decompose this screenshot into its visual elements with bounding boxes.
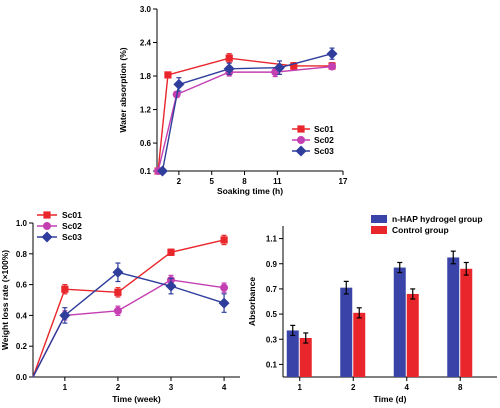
x-tick-label: 4 [405,383,410,392]
x-tick-label: 3 [169,383,174,392]
y-tick-label: 0.0 [16,373,28,382]
legend-label: n-HAP hydrogel group [392,214,483,224]
y-tick-label: 0.4 [16,311,28,320]
y-tick-label: 1.0 [16,219,28,228]
legend-label: Sc01 [62,210,82,220]
data-point [225,54,233,62]
x-axis-title: Soaking time (h) [217,186,283,196]
x-tick-label: 2 [351,383,356,392]
x-tick-label: 4 [222,383,227,392]
x-tick-label: 1 [63,383,68,392]
legend-marker [43,222,51,230]
y-tick-label: 0.8 [16,250,28,259]
x-tick-label: 11 [273,177,282,186]
legend-swatch [371,215,387,223]
data-point [290,62,298,70]
bar-n-hap [286,330,299,377]
y-tick-label: 1.8 [140,72,152,81]
legend-swatch [371,226,387,234]
data-point [165,280,177,292]
data-point [274,62,286,74]
series-line [161,53,333,172]
legend-label: Sc02 [62,221,82,231]
data-point [173,78,185,90]
data-point [328,62,337,71]
data-point [220,236,228,244]
data-point [223,63,235,75]
legend-label: Sc01 [314,124,334,134]
series-sc03 [156,47,338,177]
data-point [112,266,124,278]
legend-label: Control group [392,225,449,235]
y-tick-label: 0.5 [266,310,278,319]
legend-label: Sc03 [314,146,334,156]
series-sc01 [32,234,228,378]
data-point [164,71,172,79]
x-axis-title: Time (week) [112,394,161,404]
data-point [167,248,175,256]
y-axis-title: Water absorption (%) [118,47,128,132]
weight-loss-chart: 0.0 0.2 0.4 0.6 0.8 1.0 1 2 3 4 Time (week) Weight … [0,210,240,404]
absorbance-chart: 0.1 0.3 0.5 0.7 0.9 1.1 1 2 4 8 Time (d) Absorbance… [247,214,497,404]
y-tick-label: 0.2 [16,342,28,351]
y-tick-label: 1.1 [266,235,278,244]
bar-control [406,293,419,377]
x-tick-label: 5 [209,177,214,186]
x-axis-title: Time (d) [374,394,407,404]
data-point [114,288,122,296]
data-point [156,165,168,177]
y-tick-label: 0.3 [266,335,278,344]
x-tick-label: 2 [177,177,182,186]
x-tick-label: 1 [298,383,303,392]
data-point [113,306,122,315]
y-tick-label: 1.2 [140,106,152,115]
x-tick-label: 8 [242,177,247,186]
bar-n-hap [340,287,353,377]
legend-label: Sc02 [314,135,334,145]
x-tick-label: 2 [116,383,121,392]
data-point [59,309,71,321]
y-axis-title: Absorbance [247,277,257,326]
y-tick-label: 0.1 [140,167,152,176]
y-tick-label: 3.0 [140,5,152,14]
y-tick-label: 2.4 [140,39,152,48]
x-tick-label: 17 [339,177,348,186]
legend-marker [297,125,305,133]
series-sc03 [32,262,230,378]
y-tick-label: 0.7 [266,285,278,294]
series-line [32,239,225,378]
bar-n-hap [447,257,460,377]
series-line [157,57,333,172]
data-point [61,285,69,293]
series-sc02 [154,62,337,175]
data-point [220,283,229,292]
y-axis-title: Weight loss rate (×100%) [0,250,10,350]
bar-control [353,312,366,377]
y-tick-label: 0.6 [140,139,152,148]
data-point [218,297,230,309]
legend-label: Sc03 [62,232,82,242]
bar-control [460,268,473,377]
y-tick-label: 0.1 [266,360,278,369]
water-absorption-chart: 0.1 0.6 1.2 1.8 2.4 3.0 2 5 8 11 17 Soaking time (h… [118,5,348,196]
legend-marker [297,136,305,144]
legend-marker [41,231,53,243]
legend-marker [295,145,307,157]
y-tick-label: 0.6 [16,281,28,290]
y-tick-label: 0.9 [266,260,278,269]
x-tick-label: 8 [458,383,463,392]
bar-control [299,337,312,377]
legend-marker [43,211,51,219]
bar-n-hap [393,267,406,377]
data-point [326,48,338,60]
